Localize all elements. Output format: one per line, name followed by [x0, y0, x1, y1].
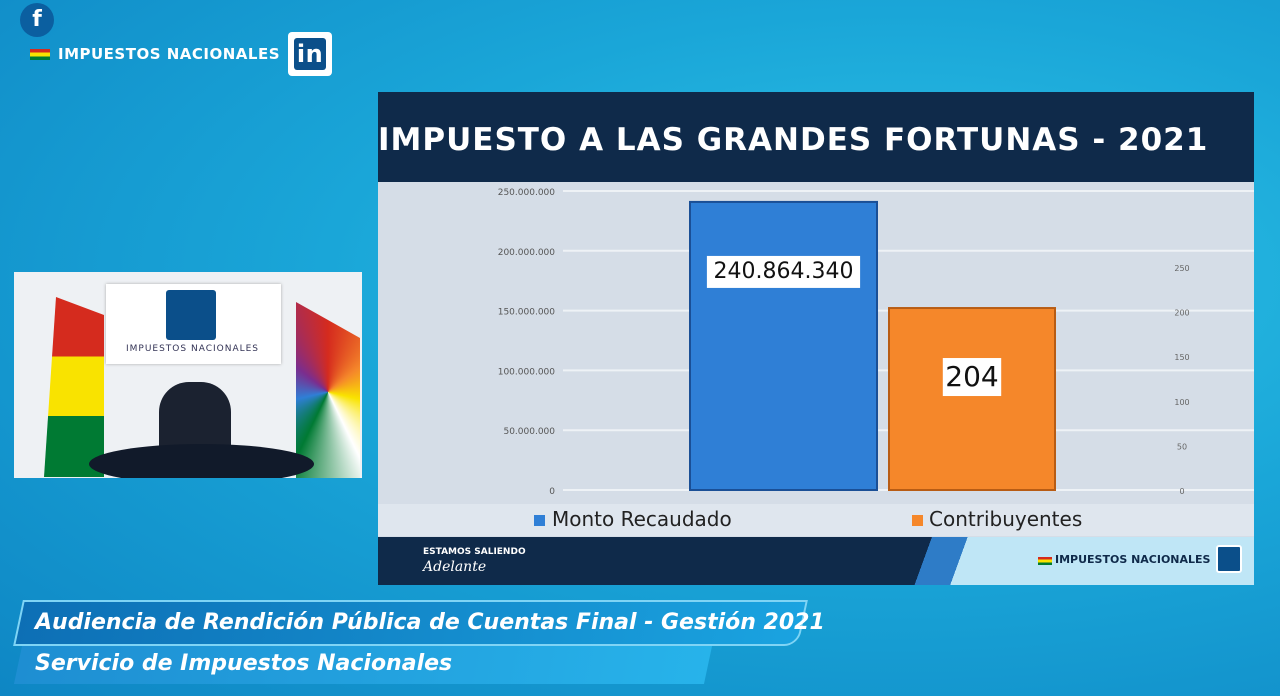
left-axis-tick-label: 100.000.000	[498, 367, 556, 377]
slide-title: IMPUESTO A LAS GRANDES FORTUNAS - 2021	[378, 92, 1254, 182]
bolivia-flag-icon	[1038, 557, 1052, 565]
right-axis-tick-label: 50	[1177, 442, 1187, 451]
banner-subtitle: Servicio de Impuestos Nacionales	[35, 651, 453, 676]
table	[89, 444, 314, 478]
bolivia-flag	[44, 297, 104, 477]
facebook-icon: f	[20, 3, 54, 37]
right-axis-tick-label: 150	[1174, 353, 1189, 362]
slide-footer: ESTAMOS SALIENDO Adelante IMPUESTOS NACI…	[378, 537, 1254, 585]
data-label: 240.864.340	[714, 259, 854, 284]
right-axis-tick-label: 100	[1174, 398, 1189, 407]
legend-label-monto: Monto Recaudado	[552, 507, 732, 531]
speaker	[159, 382, 231, 452]
brand-name: IMPUESTOS NACIONALES	[58, 45, 281, 63]
right-axis-tick-label: 0	[1179, 487, 1184, 496]
left-axis-tick-label: 200.000.000	[498, 248, 556, 258]
footer-slogan-line1: ESTAMOS SALIENDO	[423, 547, 526, 557]
bolivia-flag-icon	[30, 48, 50, 60]
footer-brand: IMPUESTOS NACIONALES	[1055, 553, 1211, 566]
data-label: 204	[945, 360, 998, 393]
chart-legend: Monto Recaudado Contribuyentes	[378, 504, 1254, 536]
right-axis-tick-label: 250	[1174, 264, 1189, 273]
right-axis-tick-label: 200	[1174, 309, 1189, 318]
data-label-box	[706, 255, 861, 288]
legend-swatch-monto	[534, 515, 545, 526]
left-axis-tick-label: 150.000.000	[498, 308, 556, 318]
legend-label-contribuyentes: Contribuyentes	[929, 507, 1083, 531]
bar-chart: 0 50.000.000 100.000.000 150.000.000 200.000…	[498, 188, 1254, 497]
banner-title: Audiencia de Rendición Pública de Cuenta…	[35, 610, 825, 635]
presentation-slide: IMPUESTO A LAS GRANDES FORTUNAS - 2021 0…	[378, 92, 1254, 585]
brand-header: IMPUESTOS NACIONALES in	[30, 32, 333, 76]
legend-swatch-contribuyentes	[912, 515, 923, 526]
footer-slogan-line2: Adelante	[423, 559, 487, 575]
bar-contribuyentes	[888, 307, 1056, 491]
left-axis-tick-label: 250.000.000	[498, 188, 556, 198]
data-label-box	[942, 358, 1002, 397]
camera-feed: IMPUESTOS NACIONALES	[14, 272, 362, 478]
left-axis-tick-label: 50.000.000	[503, 427, 555, 437]
bar-monto	[689, 200, 878, 492]
impuestos-logo	[1216, 545, 1242, 573]
wiphala-flag	[296, 302, 360, 478]
left-axis-tick-label: 0	[549, 487, 555, 497]
camera-sign: IMPUESTOS NACIONALES	[125, 344, 260, 354]
impuestos-logo: in	[288, 32, 333, 76]
